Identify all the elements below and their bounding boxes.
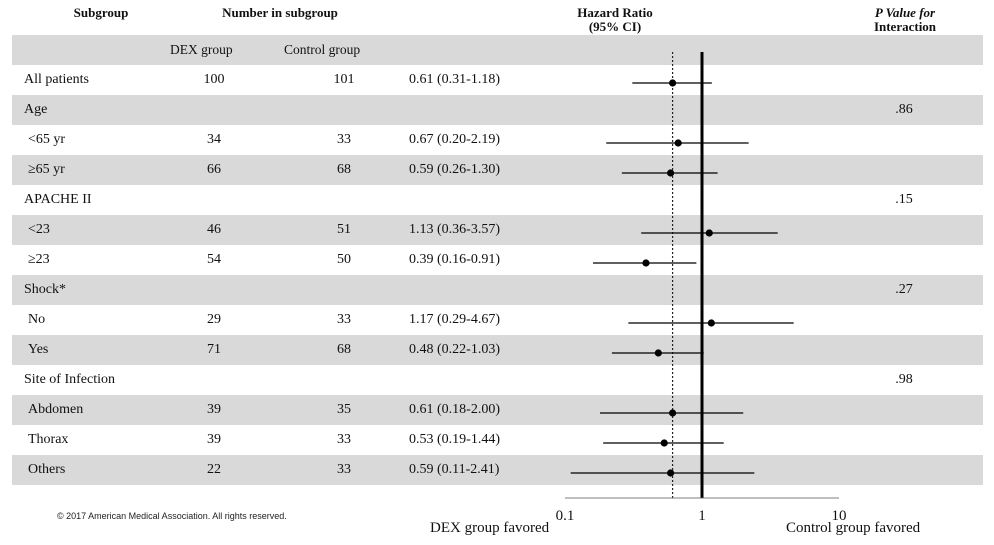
table-row: ≥23 54 50 0.39 (0.16-0.91) — [12, 245, 983, 275]
table-row: Yes 71 68 0.48 (0.22-1.03) — [12, 335, 983, 365]
table-row: <65 yr 34 33 0.67 (0.20-2.19) — [12, 125, 983, 155]
x-label-dex-favored: DEX group favored — [430, 520, 550, 536]
x-tick-label: 10 — [832, 508, 847, 524]
subgroup-label: Shock* — [24, 282, 66, 297]
subgroup-label: Abdomen — [28, 402, 84, 417]
hazard-ratio-text: 0.59 (0.11-2.41) — [409, 462, 500, 477]
hazard-ratio-point — [674, 139, 682, 147]
table-row: Abdomen 39 35 0.61 (0.18-2.00) — [12, 395, 983, 425]
control-count: 68 — [337, 162, 351, 177]
subgroup-header: Subgroup — [73, 5, 129, 20]
table-row: Thorax 39 33 0.53 (0.19-1.44) — [12, 425, 983, 455]
x-label-control-favored: Control group favored — [786, 520, 921, 536]
interaction-p-value: .98 — [895, 372, 913, 387]
hazard-ratio-text: 0.61 (0.18-2.00) — [409, 402, 500, 417]
number-in-subgroup-header: Number in subgroup — [222, 5, 338, 20]
hazard-ratio-header: Hazard Ratio (95% CI) — [550, 6, 680, 34]
control-count: 68 — [337, 342, 351, 357]
subgroup-label: Site of Infection — [24, 372, 115, 387]
dex-count: 39 — [207, 402, 221, 417]
subgroup-label: No — [28, 312, 46, 327]
hazard-ratio-text: 0.67 (0.20-2.19) — [409, 132, 500, 147]
group-subheader-band: DEX group Control group — [12, 35, 983, 65]
p-value-header-text: P Value for — [874, 5, 936, 20]
control-count: 33 — [337, 462, 351, 477]
control-count: 101 — [333, 72, 355, 87]
subgroup-label: <23 — [28, 222, 50, 237]
table-row: Shock* .27 — [12, 275, 983, 305]
table-row: No 29 33 1.17 (0.29-4.67) — [12, 305, 983, 335]
subgroup-label: ≥65 yr — [28, 162, 65, 177]
table-row: Site of Infection .98 — [12, 365, 983, 395]
subgroup-label: Others — [28, 462, 66, 477]
table-row: ≥65 yr 66 68 0.59 (0.26-1.30) — [12, 155, 983, 185]
dex-count: 29 — [207, 312, 221, 327]
p-value-header: P Value for Interaction — [845, 6, 965, 34]
dex-count: 100 — [203, 72, 225, 87]
control-count: 33 — [337, 132, 351, 147]
hazard-ratio-header-line1: Hazard Ratio — [577, 5, 653, 20]
hazard-ratio-point — [654, 349, 662, 357]
control-count: 33 — [337, 312, 351, 327]
subgroup-label: ≥23 — [28, 252, 50, 267]
interaction-p-value: .15 — [895, 192, 913, 207]
hazard-ratio-text: 0.59 (0.26-1.30) — [409, 162, 500, 177]
control-count: 51 — [337, 222, 351, 237]
hazard-ratio-point — [668, 79, 677, 87]
dex-count: 54 — [207, 252, 221, 267]
x-tick-label: 1 — [698, 508, 706, 524]
hazard-ratio-point — [660, 439, 668, 447]
hazard-ratio-text: 1.17 (0.29-4.67) — [409, 312, 500, 327]
p-value-header-line2: Interaction — [873, 19, 937, 34]
dex-count: 66 — [207, 162, 221, 177]
hazard-ratio-header-line2: (95% CI) — [588, 19, 642, 34]
hazard-ratio-text: 0.48 (0.22-1.03) — [409, 342, 500, 357]
subgroup-label: Yes — [28, 342, 49, 357]
hazard-ratio-text: 1.13 (0.36-3.57) — [409, 222, 500, 237]
p-value-header-line1: P Value for — [845, 6, 965, 20]
dex-group-header: DEX group — [170, 42, 233, 57]
dex-count: 34 — [207, 132, 221, 147]
control-count: 35 — [337, 402, 351, 417]
dex-count: 39 — [207, 432, 221, 447]
copyright-notice: © 2017 American Medical Association. All… — [57, 511, 287, 521]
hazard-ratio-point — [707, 319, 715, 327]
table-row: All patients 100 101 0.61 (0.31-1.18) — [12, 65, 983, 95]
hazard-ratio-point — [705, 229, 713, 237]
hazard-ratio-point — [667, 169, 675, 177]
subgroup-label: APACHE II — [24, 192, 92, 207]
table-row: Age .86 — [12, 95, 983, 125]
interaction-p-value: .86 — [895, 102, 913, 117]
interaction-p-value: .27 — [895, 282, 913, 297]
dex-count: 22 — [207, 462, 221, 477]
subgroup-label: Thorax — [28, 432, 69, 447]
hazard-ratio-point — [642, 259, 650, 267]
hazard-ratio-text: 0.53 (0.19-1.44) — [409, 432, 500, 447]
dex-count: 46 — [207, 222, 221, 237]
control-count: 50 — [337, 252, 351, 267]
table-row: APACHE II .15 — [12, 185, 983, 215]
hazard-ratio-text: 0.61 (0.31-1.18) — [409, 72, 500, 87]
dex-count: 71 — [207, 342, 221, 357]
x-tick-label: 0.1 — [556, 508, 575, 524]
control-count: 33 — [337, 432, 351, 447]
hazard-ratio-point — [667, 469, 675, 477]
table-row: <23 46 51 1.13 (0.36-3.57) — [12, 215, 983, 245]
hazard-ratio-text: 0.39 (0.16-0.91) — [409, 252, 500, 267]
subgroup-label: Age — [24, 102, 48, 117]
subgroup-label: All patients — [24, 72, 89, 87]
subgroup-label: <65 yr — [28, 132, 66, 147]
control-group-header: Control group — [284, 42, 361, 57]
table-row: Others 22 33 0.59 (0.11-2.41) — [12, 455, 983, 485]
hazard-ratio-point — [668, 409, 677, 417]
